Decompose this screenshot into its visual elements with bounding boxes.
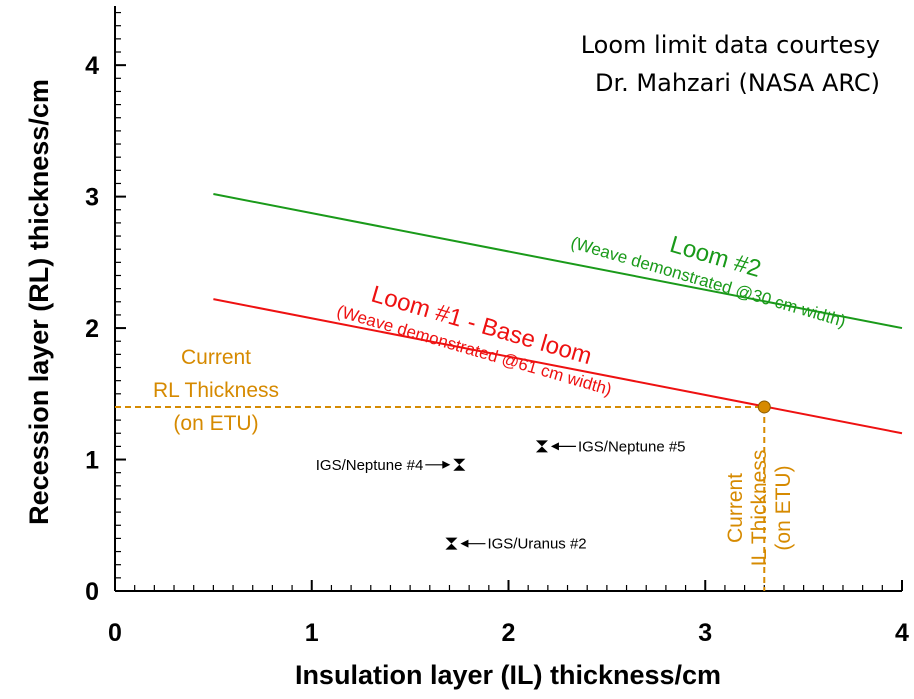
annotation-line-2: Dr. Mahzari (NASA ARC): [595, 69, 880, 97]
mission-arrowhead: [460, 539, 469, 548]
mission-marker-2: IGS/Neptune #4: [316, 457, 466, 474]
x-tick-label: 4: [895, 619, 909, 647]
x-tick-label: 2: [502, 619, 516, 647]
loom2-line: [213, 193, 903, 330]
current-rl-label-line-1: Current: [181, 346, 251, 369]
x-tick-label: 0: [108, 619, 122, 647]
x-axis-title: Insulation layer (IL) thickness/cm: [295, 660, 721, 690]
mission-marker-3: IGS/Uranus #2: [445, 536, 587, 553]
mission-label: IGS/Uranus #2: [487, 536, 586, 553]
mission-arrowhead: [550, 442, 559, 451]
mission-marker-1: IGS/Neptune #5: [535, 438, 686, 455]
y-tick-label: 2: [85, 315, 99, 343]
current-etu-point: [757, 400, 771, 414]
mission-point: [445, 537, 458, 550]
plot-area: 0 1 2 3 4 0 1 2 3 4 IGS/Neptune #5 IGS/Neptune #4 IG…: [85, 6, 909, 647]
current-il-label-line-3: (on ETU): [772, 465, 795, 550]
x-tick-label: 3: [698, 619, 712, 647]
annotation-line-1: Loom limit data courtesy: [581, 31, 880, 59]
current-rl-label-line-3: (on ETU): [173, 412, 258, 435]
current-rl-label-line-2: RL Thickness: [153, 379, 279, 402]
current-il-label-line-2: IL Thickness: [748, 450, 771, 567]
y-tick-label: 4: [85, 52, 99, 80]
mission-point: [453, 458, 466, 471]
y-tick-label: 3: [85, 184, 99, 212]
loom1-line: [213, 298, 903, 435]
x-tick-label: 1: [305, 619, 319, 647]
y-axis-title: Recession layer (RL) thickness/cm: [24, 79, 54, 525]
mission-point: [535, 440, 548, 453]
mission-label: IGS/Neptune #4: [316, 457, 424, 474]
y-tick-label: 1: [85, 447, 99, 475]
y-tick-label: 0: [85, 578, 99, 606]
mission-label: IGS/Neptune #5: [578, 438, 686, 455]
current-il-label-line-1: Current: [724, 473, 747, 543]
mission-arrowhead: [442, 460, 451, 469]
